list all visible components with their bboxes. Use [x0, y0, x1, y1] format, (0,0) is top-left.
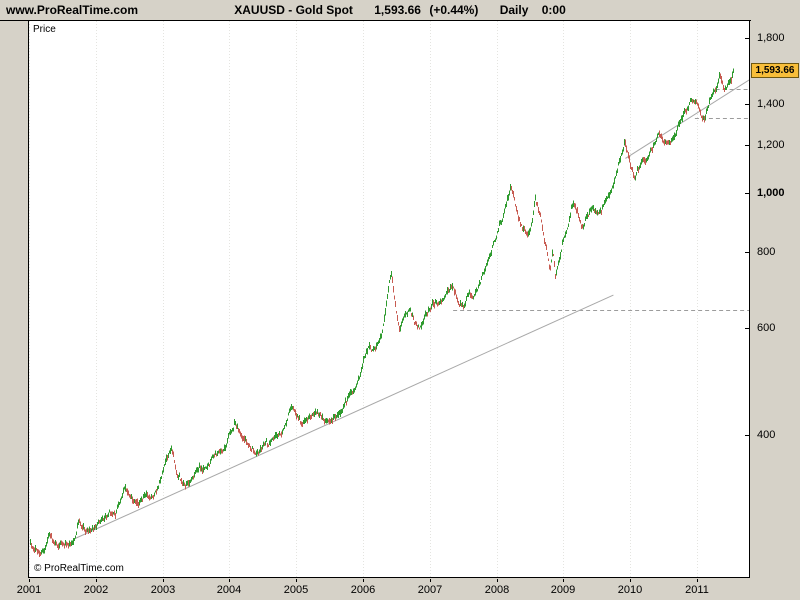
time-tick-label: 2005 — [283, 584, 309, 596]
symbol-name: XAUUSD - Gold Spot — [234, 3, 353, 17]
time-tick-label: 2004 — [216, 584, 242, 596]
last-price: 1,593.66 — [374, 3, 421, 17]
time-tick-label: 2011 — [685, 584, 709, 596]
chart-header: www.ProRealTime.com XAUUSD - Gold Spot 1… — [0, 0, 800, 21]
down-candles — [31, 73, 732, 558]
price-tick-label: 600 — [757, 321, 776, 334]
candlestick-chart-canvas[interactable] — [29, 21, 749, 577]
time-tick-label: 2002 — [83, 584, 109, 596]
time-tick-label: 2003 — [150, 584, 176, 596]
up-candles — [30, 68, 734, 555]
price-tick-label: 1,200 — [757, 138, 785, 151]
time-tick-mark — [29, 579, 30, 582]
time-tick-mark — [229, 579, 230, 582]
last-price-badge: 1,593.66 — [751, 63, 799, 79]
time-tick-mark — [430, 579, 431, 582]
price-tick-label: 400 — [757, 428, 776, 441]
time-tick-label: 2009 — [550, 584, 576, 596]
price-chart-plot[interactable]: Price © ProRealTime.com — [28, 20, 750, 578]
session-time: 0:00 — [541, 3, 566, 17]
price-tick-marks — [745, 38, 749, 436]
price-tick-label: 1,400 — [757, 98, 785, 111]
support-resistance-lines — [453, 89, 749, 311]
timeframe: Daily — [499, 3, 529, 17]
time-tick-mark — [96, 579, 97, 582]
time-tick-label: 2001 — [16, 584, 42, 596]
time-tick-label: 2007 — [417, 584, 443, 596]
price-axis-title: Price — [33, 24, 56, 35]
price-tick-label: 1,800 — [757, 32, 785, 44]
time-tick-mark — [497, 579, 498, 582]
price-tick-label: 1,000 — [757, 186, 785, 199]
time-tick-mark — [296, 579, 297, 582]
price-axis: 1,593.66 1,800 1,400 1,200 1,000 800 600 400 — [751, 20, 800, 578]
year-gridlines — [29, 21, 698, 577]
price-change: (+0.44%) — [429, 3, 479, 17]
copyright-watermark: © ProRealTime.com — [32, 563, 126, 574]
time-tick-mark — [363, 579, 364, 582]
time-tick-mark — [697, 579, 698, 582]
chart-title: XAUUSD - Gold Spot 1,593.66 (+0.44%) Dai… — [234, 3, 566, 17]
time-tick-mark — [163, 579, 164, 582]
time-tick-label: 2006 — [350, 584, 376, 596]
time-tick-label: 2010 — [617, 584, 643, 596]
site-brand: www.ProRealTime.com — [6, 3, 139, 17]
time-tick-mark — [630, 579, 631, 582]
time-tick-label: 2008 — [484, 584, 510, 596]
trendlines — [73, 79, 749, 540]
time-axis: 2001 2002 2003 2004 2005 2006 2007 2008 2009 2010… — [0, 579, 800, 600]
time-tick-mark — [563, 579, 564, 582]
price-tick-label: 800 — [757, 245, 776, 258]
